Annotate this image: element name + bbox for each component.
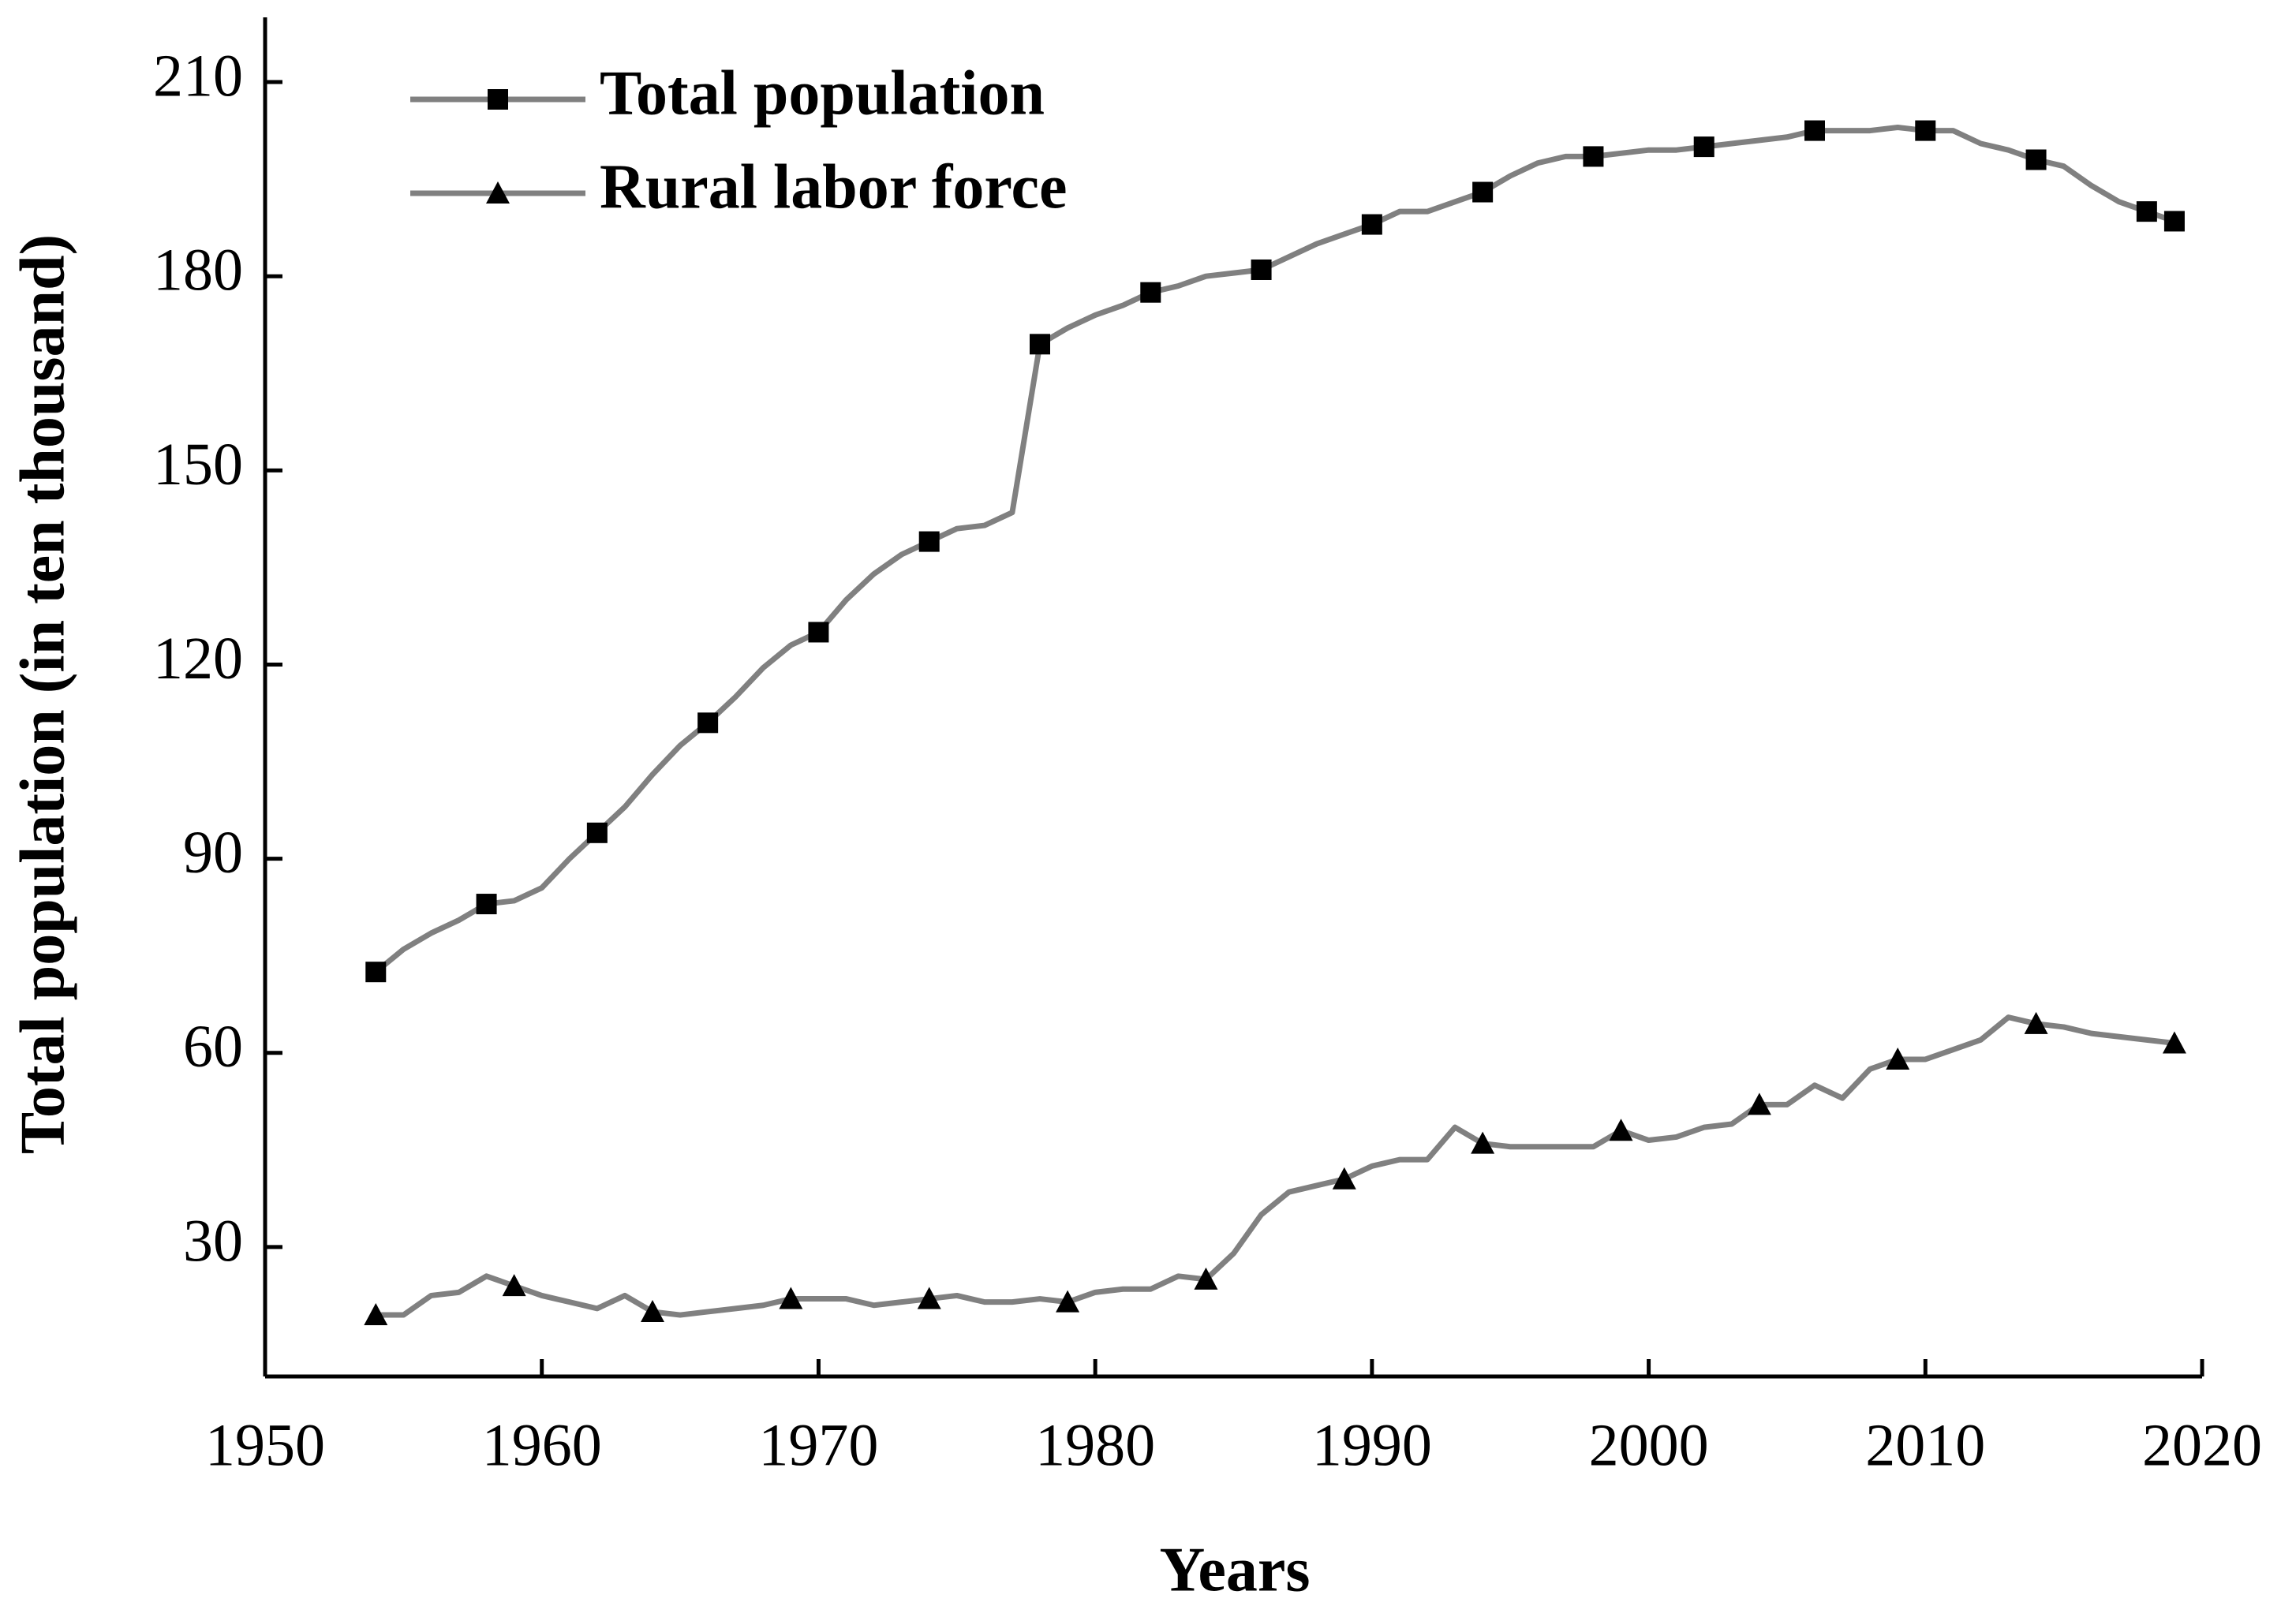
y-tick-label: 30 [183,1208,243,1274]
x-tick-label: 2010 [1865,1412,1985,1478]
point-marker [1030,334,1050,355]
point-marker [918,531,940,552]
point-marker [1915,120,1936,141]
x-tick-label: 1970 [758,1412,878,1478]
legend-label: Rural labor force [600,152,1068,222]
point-marker [1332,1167,1356,1190]
legend-marker [488,89,508,110]
point-marker [1583,146,1604,167]
y-tick-label: 210 [153,43,243,109]
point-marker [2136,201,2157,222]
point-marker [365,962,387,983]
point-marker [779,1287,803,1309]
point-marker [1886,1047,1910,1070]
x-tick-label: 1980 [1035,1412,1155,1478]
x-axis-label: Years [1159,1535,1310,1604]
y-tick-label: 150 [153,431,243,498]
x-tick-label: 2020 [2142,1412,2262,1478]
point-marker [1251,259,1272,280]
y-tick-label: 180 [153,237,243,304]
point-marker [1056,1290,1080,1313]
point-marker [502,1274,526,1297]
point-marker [1609,1119,1633,1141]
point-marker [2163,211,2185,232]
point-marker [641,1299,664,1322]
point-marker [1472,181,1494,203]
x-tick-label: 1960 [482,1412,602,1478]
y-tick-label: 60 [183,1014,243,1080]
point-marker [476,894,497,915]
point-marker [1140,282,1161,303]
y-axis-label: Total population (in ten thousand) [8,234,77,1154]
point-marker [808,622,829,643]
y-tick-label: 120 [153,626,243,692]
series-line [376,1014,2175,1318]
point-marker [2162,1031,2186,1054]
point-marker [1804,120,1825,141]
point-marker [586,822,608,843]
point-marker [1194,1267,1218,1290]
point-marker [1361,214,1382,235]
point-marker [1747,1092,1771,1115]
point-marker [1471,1131,1495,1154]
y-tick-label: 90 [183,820,243,886]
series-line [374,124,2176,974]
point-marker [2025,149,2047,170]
point-marker [1693,136,1715,158]
legend-marker [486,181,510,204]
point-marker [917,1287,941,1309]
point-marker [2024,1011,2048,1034]
point-marker [364,1303,388,1326]
x-tick-label: 1950 [205,1412,325,1478]
legend-label: Total population [600,58,1045,128]
x-tick-label: 1990 [1312,1412,1432,1478]
x-tick-label: 2000 [1589,1412,1709,1478]
point-marker [697,712,719,734]
